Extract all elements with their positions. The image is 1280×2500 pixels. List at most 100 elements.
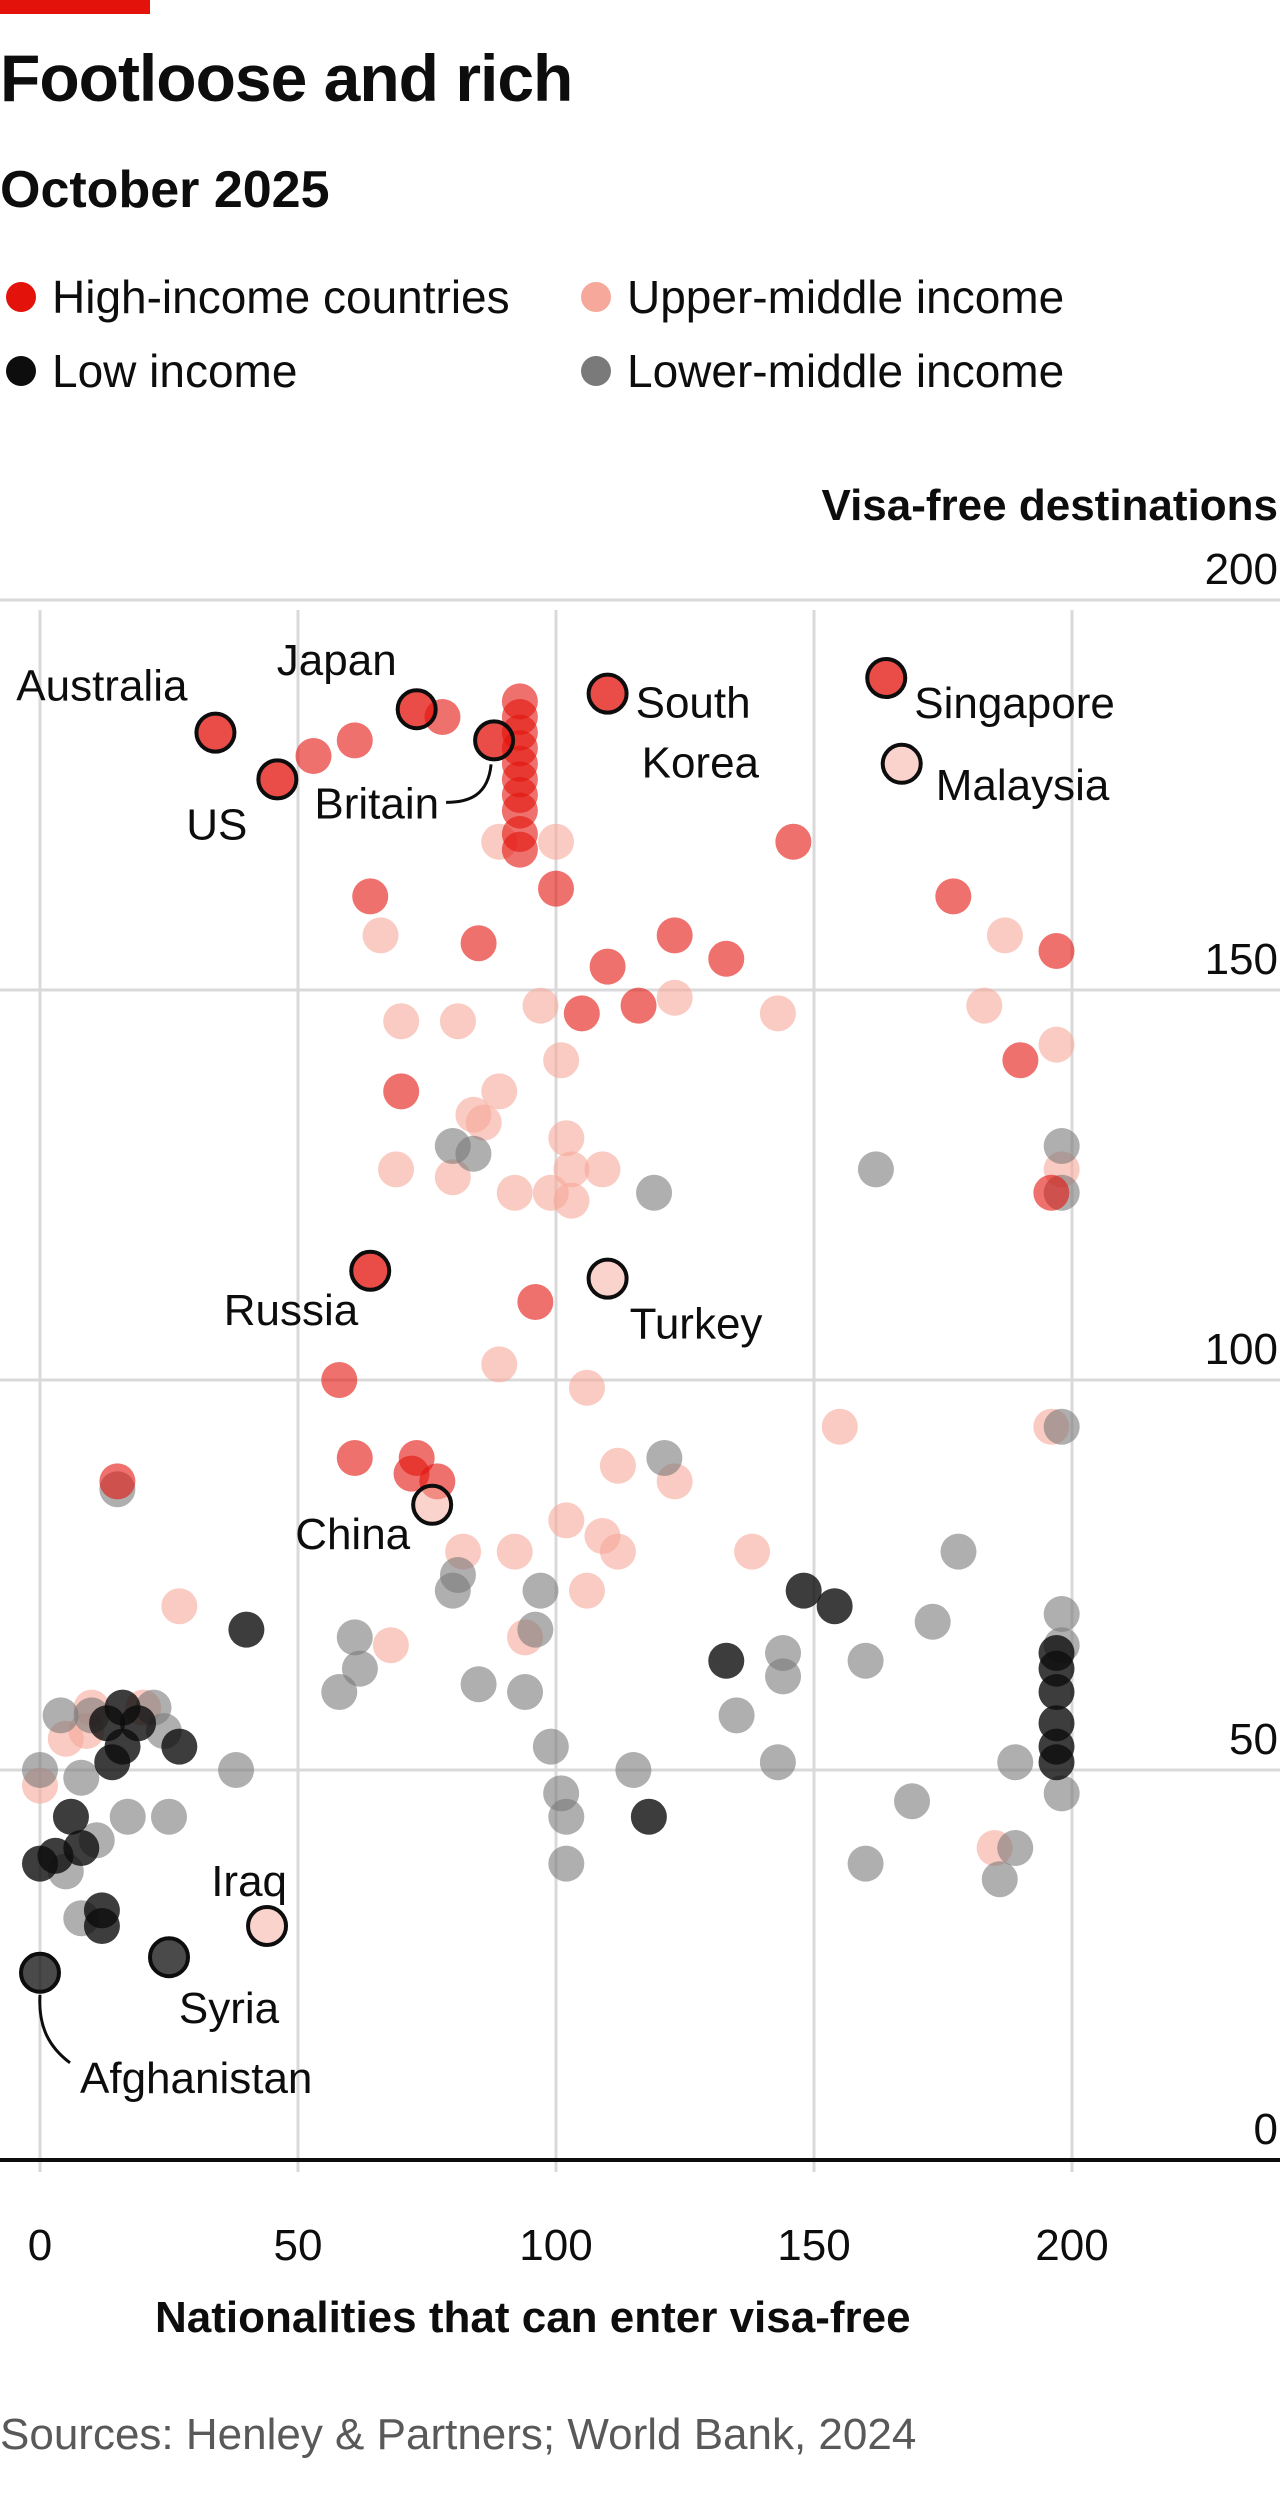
- data-point: [1043, 1775, 1080, 1812]
- data-point: [765, 1635, 802, 1671]
- data-point: [434, 1159, 471, 1196]
- data-point: [336, 1440, 373, 1476]
- highlighted-point: [19, 1951, 61, 1994]
- data-point: [1038, 933, 1075, 969]
- data-point: [481, 1346, 518, 1383]
- label-britain: Britain: [314, 779, 439, 828]
- legend-item-lower-middle-income: Lower-middle income: [575, 344, 1064, 398]
- legend-swatch-lower: [581, 356, 611, 386]
- data-point: [1043, 1128, 1080, 1164]
- data-point: [816, 1588, 853, 1625]
- data-point: [543, 1042, 580, 1079]
- data-point: [857, 1151, 894, 1188]
- label-russia: Russia: [224, 1286, 359, 1335]
- data-point: [548, 1798, 585, 1835]
- data-point: [599, 1447, 636, 1484]
- data-point: [218, 1752, 255, 1788]
- data-point: [708, 1642, 745, 1679]
- source-note: Sources: Henley & Partners; World Bank, …: [0, 2410, 917, 2459]
- data-point: [439, 1003, 476, 1040]
- x-axis-title: Nationalities that can enter visa-free: [155, 2293, 911, 2342]
- data-point: [589, 948, 626, 985]
- data-point: [563, 995, 600, 1032]
- data-point: [336, 722, 373, 759]
- x-tick-label: 50: [274, 2221, 323, 2270]
- highlighted-point: [349, 1249, 392, 1292]
- data-point: [378, 1151, 415, 1188]
- data-point: [460, 1666, 497, 1703]
- data-point: [630, 1798, 667, 1835]
- data-point: [109, 1798, 146, 1835]
- data-point: [548, 1120, 585, 1157]
- data-point: [548, 1845, 585, 1882]
- highlighted-point: [148, 1936, 190, 1979]
- data-point: [734, 1533, 771, 1570]
- data-point: [935, 878, 972, 915]
- highlighted-point: [246, 1905, 289, 1947]
- y-tick-label: 200: [1205, 545, 1278, 594]
- data-point: [460, 925, 497, 962]
- data-point: [821, 1408, 858, 1445]
- data-point: [986, 917, 1023, 954]
- data-point: [336, 1619, 373, 1656]
- data-point: [22, 1752, 58, 1788]
- legend-item-high-income: High-income countries: [0, 270, 510, 324]
- data-point: [383, 1003, 420, 1040]
- label-china: China: [295, 1510, 410, 1559]
- y-tick-label: 100: [1205, 1325, 1278, 1374]
- data-point: [1043, 1596, 1080, 1632]
- data-point: [37, 1837, 74, 1874]
- data-point: [718, 1697, 755, 1734]
- leader-line-britain: [446, 764, 493, 804]
- legend-swatch-high: [6, 282, 36, 312]
- data-point: [496, 1174, 533, 1211]
- highlighted-point: [395, 688, 438, 731]
- data-point: [341, 1650, 378, 1687]
- data-point: [538, 870, 574, 907]
- data-point: [42, 1697, 79, 1734]
- data-point: [439, 1557, 476, 1593]
- data-point: [759, 995, 796, 1032]
- data-point: [383, 1073, 420, 1110]
- label-japan: Japan: [277, 636, 397, 685]
- x-tick-label: 150: [777, 2221, 850, 2270]
- label-singapore: Singapore: [914, 679, 1115, 728]
- data-point: [914, 1603, 951, 1640]
- data-point: [522, 987, 559, 1024]
- data-point: [568, 1572, 605, 1609]
- leader-line-afghanistan: [38, 1994, 71, 2064]
- data-point: [553, 1182, 590, 1219]
- data-point: [321, 1362, 358, 1398]
- data-point: [94, 1744, 131, 1781]
- data-point: [1002, 1042, 1039, 1079]
- legend-label: Low income: [52, 345, 298, 397]
- highlighted-point: [586, 672, 629, 715]
- data-point: [507, 1674, 544, 1710]
- data-point: [1033, 1174, 1070, 1211]
- data-point: [599, 1533, 636, 1570]
- data-point: [966, 987, 1003, 1024]
- data-point: [372, 1627, 409, 1664]
- brand-tag: [0, 0, 150, 14]
- label-malaysia: Malaysia: [936, 761, 1110, 810]
- y-tick-label: 0: [1254, 2105, 1278, 2154]
- data-point: [548, 1502, 585, 1539]
- data-point: [321, 1674, 358, 1710]
- data-point: [584, 1151, 621, 1188]
- data-point: [775, 823, 812, 860]
- data-point: [894, 1783, 931, 1820]
- data-point: [656, 979, 693, 1016]
- legend-item-upper-middle-income: Upper-middle income: [575, 270, 1064, 324]
- chart-subtitle: October 2025: [0, 161, 330, 219]
- data-point: [522, 1572, 559, 1609]
- data-point: [501, 831, 538, 868]
- y-tick-label: 50: [1229, 1715, 1278, 1764]
- legend-label: High-income countries: [52, 271, 510, 323]
- data-point: [362, 917, 399, 954]
- data-point: [161, 1728, 198, 1765]
- legend: High-income countries Upper-middle incom…: [0, 270, 1280, 410]
- chart-title: Footloose and rich: [0, 41, 573, 115]
- label-afghanistan: Afghanistan: [80, 2054, 312, 2103]
- label-iraq: Iraq: [211, 1857, 287, 1906]
- y-axis-title: Visa-free destinations: [822, 481, 1278, 530]
